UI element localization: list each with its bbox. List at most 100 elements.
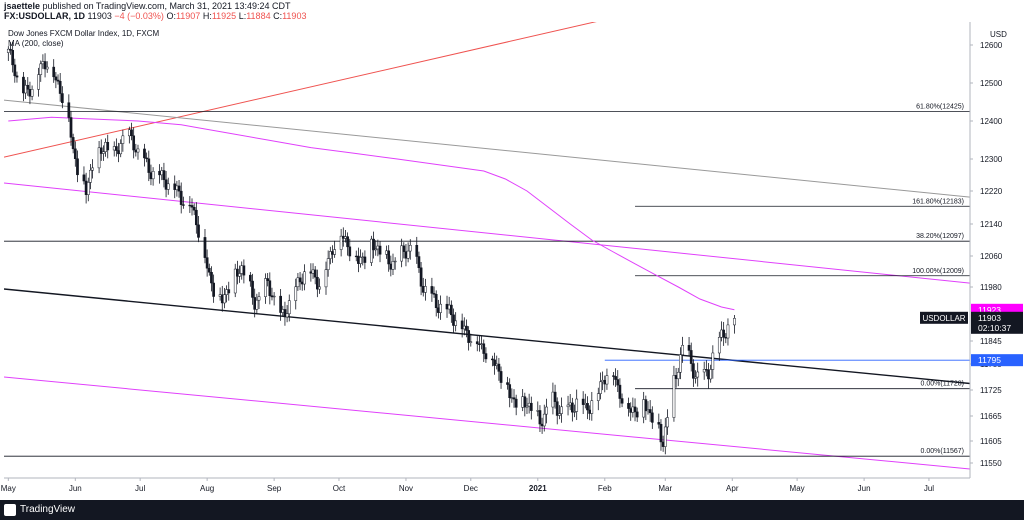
candle-body (76, 158, 79, 176)
candle-body (363, 256, 367, 263)
candle-body (614, 376, 617, 380)
candle-body (82, 174, 86, 182)
candle-body (560, 406, 563, 414)
currency-label: USD (990, 30, 1007, 39)
candle-body (316, 276, 319, 290)
candle-body (393, 260, 397, 263)
candle-body (421, 286, 425, 293)
price-label-text: 11923 (978, 305, 1001, 315)
candle-body (694, 376, 697, 379)
candle-body (527, 402, 531, 407)
candle-body (648, 409, 652, 414)
candle-body (480, 343, 483, 345)
candle-body (298, 277, 302, 283)
candle-body (586, 403, 589, 411)
candle-body (132, 135, 136, 151)
candle-body (404, 251, 408, 259)
candle-body (376, 245, 380, 250)
candle-body (249, 274, 252, 282)
candle-body (359, 257, 362, 264)
candle-body (439, 303, 442, 313)
candle-body (696, 371, 700, 378)
candle-body (493, 359, 496, 366)
candle-body (136, 148, 140, 153)
candle-body (599, 381, 602, 394)
price-change: −4 (−0.03%) (114, 11, 164, 21)
candle-body (115, 146, 118, 151)
candle-body (545, 406, 548, 415)
candle-body (542, 413, 546, 427)
candle-body (508, 384, 512, 398)
candle-body (67, 102, 71, 118)
indicator-label: MA (200, close) (8, 39, 64, 48)
candle-body (143, 148, 146, 159)
candle-body (568, 402, 572, 406)
candle-body (709, 369, 713, 380)
candle-body (344, 236, 347, 239)
candle-body (722, 329, 725, 338)
candle-body (58, 80, 62, 94)
candle-body (469, 341, 473, 343)
candle-body (220, 294, 224, 304)
candle-body (264, 278, 267, 297)
candle-body (147, 158, 151, 173)
candle-body (612, 375, 615, 377)
candle-body (210, 272, 213, 284)
candle-body (620, 398, 624, 404)
candle-body (11, 50, 14, 66)
brand-label[interactable]: TradingView (20, 504, 76, 515)
candle-body (227, 289, 231, 294)
candle-body (339, 235, 343, 250)
symbol-line[interactable]: FX:USDOLLAR, 1D (4, 11, 85, 21)
candle-body (689, 350, 693, 364)
candle-body (270, 295, 274, 298)
candle-body (279, 295, 282, 313)
candle-body (631, 406, 635, 413)
candle-body (555, 401, 559, 416)
gray-trendline (4, 99, 970, 198)
candle-body (173, 183, 177, 190)
candle-body (385, 250, 388, 255)
last-price: 11903 (87, 11, 112, 21)
candle-body (285, 313, 289, 318)
candle-body (212, 282, 215, 297)
candle-body (313, 269, 317, 278)
candle-body (69, 117, 73, 138)
candle-body (370, 238, 373, 263)
candle-body (462, 325, 466, 330)
candle-body (130, 129, 133, 137)
candle-body (402, 245, 406, 252)
candle-body (702, 369, 706, 373)
candle-body (389, 263, 393, 270)
candle-body (331, 251, 334, 255)
candle-body (160, 170, 164, 176)
candle-body (452, 314, 455, 326)
candle-body (605, 375, 609, 385)
footer-bar: TradingView (0, 500, 1024, 520)
x-tick-label: Jul (924, 484, 934, 493)
y-tick-label: 11665 (980, 412, 1002, 421)
candle-body (499, 371, 503, 383)
candle-body (529, 402, 533, 411)
candle-body (207, 267, 211, 273)
fib-level-label: 0.00%(11567) (921, 448, 964, 455)
candle-body (309, 271, 313, 274)
author-name[interactable]: jsaettele (4, 1, 41, 11)
candle-body (89, 169, 92, 183)
candle-body (551, 391, 555, 408)
candle-body (236, 268, 239, 277)
candle-body (646, 409, 650, 412)
candle-body (300, 281, 304, 285)
candle-body (175, 185, 179, 190)
x-tick-label: Jun (858, 484, 871, 493)
candle-body (30, 89, 34, 97)
candle-body (348, 246, 352, 257)
y-tick-label: 11980 (980, 283, 1002, 292)
price-chart[interactable]: 61.80%(12425) 161.80%(12183) 38.20%(12097)… (0, 0, 1024, 500)
candle-body (149, 172, 153, 180)
candle-body (391, 261, 395, 270)
candle-body (361, 256, 365, 258)
candle-body (633, 406, 637, 413)
y-tick-label: 12500 (980, 79, 1003, 88)
y-tick-label: 11845 (980, 337, 1002, 346)
